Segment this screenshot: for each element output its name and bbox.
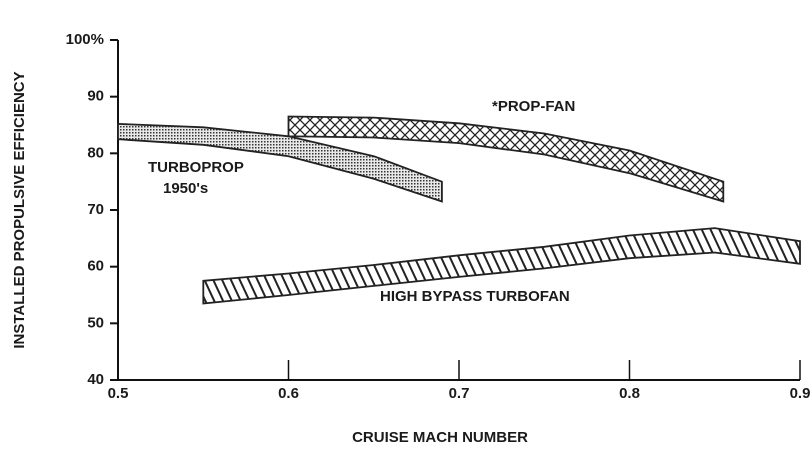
band-area (287, 115, 725, 203)
annotation: HIGH BYPASS TURBOFAN (380, 288, 570, 305)
band-area (202, 227, 801, 305)
y-tick-label: 100% (66, 31, 104, 48)
annotation: 1950's (163, 180, 208, 197)
y-tick-label: 40 (87, 371, 104, 388)
annotation: *PROP-FAN (492, 98, 575, 115)
y-tick-label: 80 (87, 144, 104, 161)
y-axis-label: INSTALLED PROPULSIVE EFFICIENCY (11, 71, 28, 348)
x-tick-label: 0.6 (278, 385, 299, 402)
y-tick-label: 70 (87, 201, 104, 218)
x-axis-label: CRUISE MACH NUMBER (352, 429, 528, 446)
y-tick-label: 50 (87, 314, 104, 331)
x-tick-label: 0.8 (619, 385, 640, 402)
y-tick-label: 60 (87, 258, 104, 275)
band-area (117, 122, 443, 203)
annotation: TURBOPROP (148, 159, 244, 176)
x-tick-label: 0.7 (449, 385, 470, 402)
x-tick-label: 0.5 (108, 385, 129, 402)
y-tick-label: 90 (87, 88, 104, 105)
x-tick-label: 0.9 (790, 385, 811, 402)
